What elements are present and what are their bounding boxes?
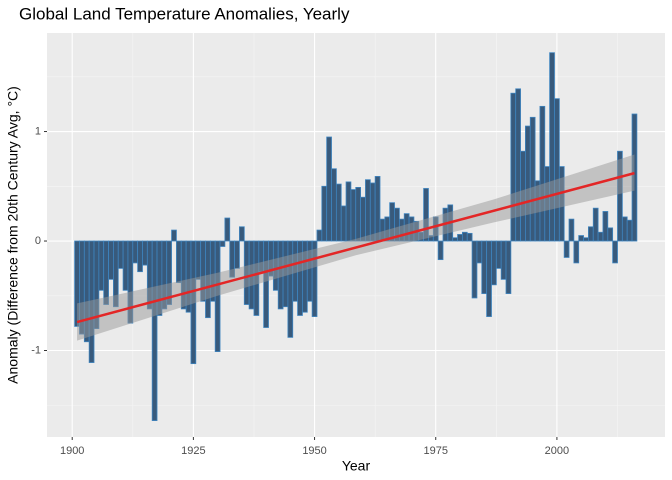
bar — [151, 240, 158, 421]
bar — [471, 240, 478, 299]
bar — [195, 240, 202, 280]
bar — [592, 207, 599, 242]
bar — [234, 240, 240, 269]
bar — [505, 240, 512, 294]
bar — [554, 98, 560, 242]
bar — [583, 237, 589, 242]
bar — [108, 240, 114, 280]
bar — [369, 182, 376, 242]
bar — [491, 240, 497, 286]
bar — [525, 125, 531, 242]
x-tick-label: 2000 — [545, 445, 569, 457]
bar — [437, 240, 444, 261]
bar — [461, 231, 468, 242]
bar — [500, 240, 507, 280]
bar — [326, 136, 332, 242]
x-axis-label: Year — [342, 458, 371, 474]
bar — [122, 240, 129, 291]
bar — [316, 229, 323, 242]
bar — [219, 240, 226, 247]
y-tick-label: 0 — [35, 235, 41, 247]
bar — [481, 240, 488, 294]
bar — [263, 240, 269, 328]
bar — [539, 105, 546, 242]
bar — [573, 240, 580, 264]
bar — [466, 232, 473, 242]
x-tick-label: 1925 — [181, 445, 205, 457]
bar — [365, 179, 371, 242]
x-tick-label: 1900 — [60, 445, 84, 457]
y-tick-label: 1 — [35, 125, 41, 137]
bar — [340, 205, 347, 242]
bar — [578, 235, 584, 242]
trend-line — [76, 171, 635, 324]
bar — [612, 240, 618, 264]
bar — [597, 231, 604, 242]
bar — [355, 186, 362, 242]
bar — [568, 218, 575, 242]
bar — [607, 227, 614, 242]
bar — [626, 219, 633, 242]
x-tick-label: 1950 — [302, 445, 326, 457]
bar — [476, 240, 483, 264]
bar — [350, 189, 357, 242]
bar — [452, 237, 458, 242]
bar — [457, 234, 463, 242]
bar — [360, 196, 366, 242]
bar — [335, 183, 342, 242]
bar — [374, 176, 381, 242]
bar — [224, 217, 231, 242]
bar — [142, 240, 148, 266]
bar — [621, 216, 628, 242]
bar — [510, 92, 517, 242]
bar — [132, 240, 139, 264]
bar — [549, 52, 555, 242]
bar — [103, 240, 109, 305]
bar — [486, 240, 492, 317]
bar — [563, 240, 570, 258]
bar — [331, 168, 337, 242]
bar — [617, 150, 623, 242]
bar — [137, 240, 143, 273]
bar — [495, 240, 502, 269]
bar — [311, 240, 318, 317]
bar — [588, 226, 594, 242]
bar — [239, 226, 245, 242]
bar — [529, 116, 536, 242]
bar — [176, 240, 182, 284]
bar — [602, 211, 609, 242]
bar — [98, 240, 105, 291]
bar — [423, 188, 429, 242]
bar — [345, 181, 352, 242]
bar — [171, 229, 177, 242]
y-axis-label: Anomaly (Difference from 20th Century Av… — [5, 86, 21, 384]
bar — [117, 240, 124, 269]
bar — [515, 88, 521, 242]
bar — [321, 185, 328, 242]
x-tick-label: 1975 — [423, 445, 447, 457]
y-tick-label: -1 — [31, 344, 41, 356]
chart-title: Global Land Temperature Anomalies, Yearl… — [19, 4, 350, 23]
bar — [214, 240, 221, 353]
